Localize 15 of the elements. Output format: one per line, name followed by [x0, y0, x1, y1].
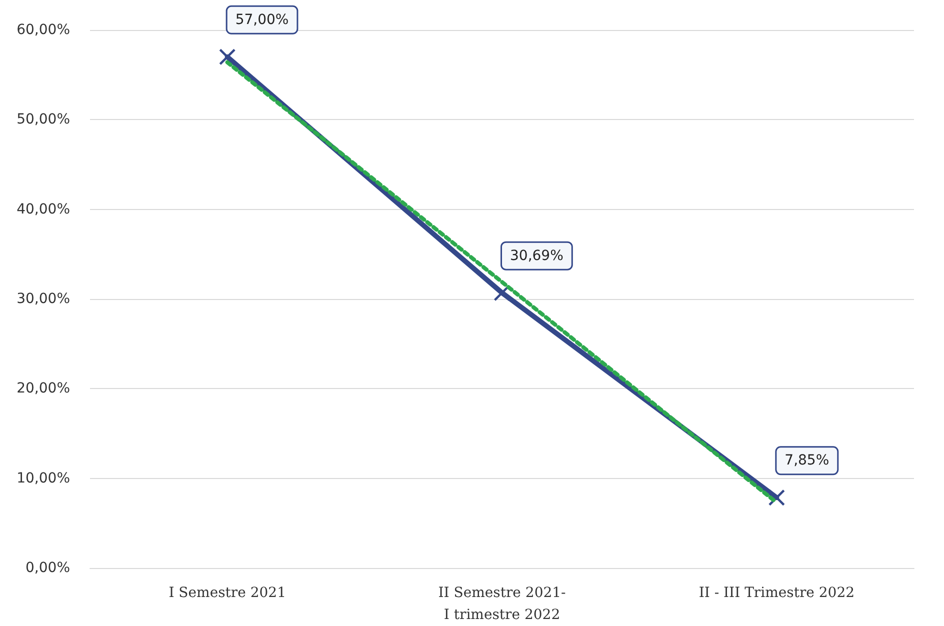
y-tick-label: 60,00% [16, 22, 70, 38]
y-tick-label: 20,00% [16, 380, 70, 397]
x-tick-label: II - III Trimestre 2022 [698, 585, 855, 601]
y-tick-label: 40,00% [16, 201, 70, 218]
point [768, 490, 785, 506]
y-tick-label: 50,00% [16, 112, 70, 128]
data-label: 57,00% [235, 12, 289, 28]
x-tick-label: II Semestre 2021- I trimestre 2022 [438, 585, 566, 623]
data-label: 7,85% [784, 452, 830, 469]
y-tick-label: 0,00% [26, 560, 70, 576]
y-tick-label: 30,00% [16, 291, 70, 307]
point [219, 48, 236, 65]
data-label: 30,69% [510, 248, 564, 264]
x-tick-label: I Semestre 2021 [168, 585, 286, 601]
y-tick-label: 10,00% [16, 470, 70, 486]
